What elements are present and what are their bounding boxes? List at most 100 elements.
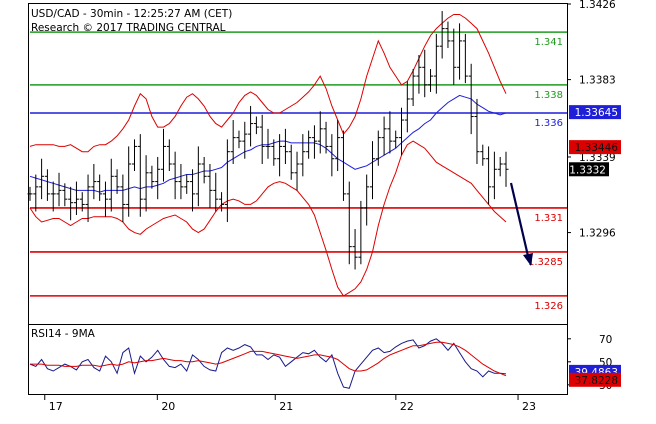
ohlc-bar	[364, 174, 370, 226]
ohlc-bar	[172, 151, 178, 200]
ohlc-bar	[323, 121, 329, 154]
value-box-bg	[569, 105, 621, 120]
ohlc-bar	[143, 155, 149, 212]
ohlc-bar	[259, 114, 265, 164]
ohlc-bar	[497, 156, 503, 177]
ohlc-bar	[317, 111, 323, 154]
ohlc-bar	[369, 141, 375, 200]
ohlc-bar	[329, 134, 335, 177]
ohlc-bar	[56, 172, 62, 207]
chart-copyright: Research © 2017 TRADING CENTRAL	[31, 22, 226, 34]
forecast-arrow	[509, 182, 533, 266]
ohlc-bar	[62, 183, 68, 207]
ohlc-bar	[108, 158, 114, 212]
ohlc-bar	[480, 144, 486, 166]
ohlc-bar	[404, 81, 410, 133]
ohlc-bar	[340, 130, 346, 201]
ohlc-bar	[68, 186, 74, 221]
value-box-label: 37.8228	[575, 375, 618, 387]
price-tick-label: 1.3383	[579, 75, 616, 87]
ohlc-bar	[230, 120, 236, 164]
ohlc-bar	[474, 98, 480, 164]
x-tick-label: 23	[522, 400, 536, 413]
ohlc-bar	[271, 139, 277, 166]
ohlc-bar	[73, 181, 79, 215]
ohlc-bar	[224, 139, 230, 223]
value-box-bg	[569, 372, 621, 387]
price-tick-label: 1.3296	[579, 228, 616, 240]
value-box-label: 1.33446	[575, 142, 619, 154]
bollinger-upper	[29, 14, 507, 153]
ohlc-bar	[491, 151, 497, 200]
ohlc-bar	[346, 181, 352, 265]
value-box-label: 1.33645	[575, 107, 618, 119]
ohlc-bar	[242, 121, 248, 159]
ohlc-bar	[131, 139, 137, 172]
ohlc-bar	[277, 134, 283, 177]
ohlc-bar	[195, 146, 201, 207]
ohlc-bar	[439, 11, 445, 59]
ohlc-bar	[236, 130, 242, 149]
chart-title: USD/CAD - 30min - 12:25:27 AM (CET)	[31, 8, 232, 20]
ohlc-bar	[335, 120, 341, 172]
ohlc-bar	[253, 116, 259, 135]
ohlc-bar	[33, 174, 39, 212]
ohlc-bar	[178, 164, 184, 200]
support-resistance-levels	[30, 31, 567, 297]
ohlc-bar	[445, 21, 451, 48]
rsi-panel-frame	[28, 324, 568, 395]
ohlc-bar	[50, 181, 56, 212]
level-label: 1.336	[534, 118, 563, 129]
ohlc-bar	[265, 128, 271, 159]
value-box-bg	[569, 140, 621, 155]
rsi-tick-label: 70	[599, 334, 612, 346]
ohlc-bar	[79, 192, 85, 212]
bollinger-bands	[29, 14, 507, 297]
ohlc-bar	[300, 134, 306, 177]
value-box: 1.33645	[569, 105, 621, 120]
ohlc-bar	[399, 107, 405, 156]
ohlc-bar	[102, 181, 108, 217]
ohlc-bar	[416, 54, 422, 94]
ohlc-bar	[219, 192, 225, 212]
ohlc-bar	[44, 169, 50, 201]
ohlc-bar	[410, 69, 416, 106]
ohlc-bar	[126, 146, 132, 217]
ohlc-bar	[468, 63, 474, 135]
ohlc-bar	[288, 144, 294, 180]
ohlc-bar	[137, 134, 143, 217]
ohlc-bar	[207, 164, 213, 208]
ohlc-bar	[97, 174, 103, 201]
level-label: 1.326	[534, 301, 563, 312]
x-tick-label: 17	[49, 400, 63, 413]
value-box: 37.8228	[569, 372, 621, 387]
ohlc-bar	[39, 158, 45, 200]
ohlc-bar	[190, 169, 196, 212]
ohlc-bar	[451, 28, 457, 85]
ohlc-bar	[387, 111, 393, 154]
ohlc-bar	[375, 130, 381, 166]
ohlc-bar	[294, 151, 300, 191]
price-tick-label: 1.3339	[579, 152, 616, 164]
ohlc-bar	[428, 69, 434, 92]
ohlc-bar	[503, 151, 509, 187]
value-box-label: 1.3332	[569, 164, 606, 176]
ohlc-bar	[85, 174, 91, 223]
ohlc-bar	[184, 174, 190, 194]
x-tick-label: 22	[400, 400, 414, 413]
ohlc-bar	[352, 229, 358, 270]
x-tick-label: 20	[161, 400, 175, 413]
bollinger-lower	[29, 140, 507, 297]
value-box: 1.33446	[569, 140, 621, 155]
ohlc-bar	[393, 130, 399, 149]
price-bars	[27, 11, 509, 270]
value-box-bg	[569, 162, 609, 177]
ohlc-bar	[161, 128, 167, 182]
ohlc-bar	[462, 33, 468, 84]
ohlc-bar	[114, 169, 120, 194]
ohlc-bar	[213, 172, 219, 212]
ohlc-bar	[358, 200, 364, 265]
ohlc-bar	[457, 23, 463, 80]
ohlc-bar	[248, 105, 254, 147]
